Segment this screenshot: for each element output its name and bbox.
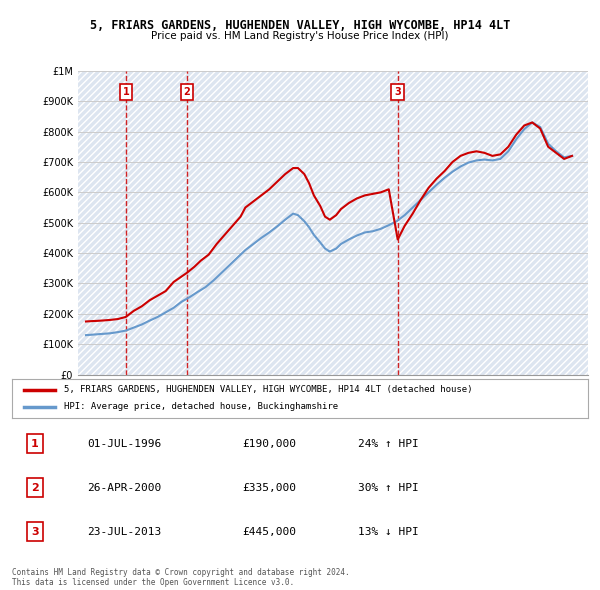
Text: 24% ↑ HPI: 24% ↑ HPI bbox=[358, 439, 418, 449]
Text: 01-JUL-1996: 01-JUL-1996 bbox=[87, 439, 161, 449]
Text: 5, FRIARS GARDENS, HUGHENDEN VALLEY, HIGH WYCOMBE, HP14 4LT (detached house): 5, FRIARS GARDENS, HUGHENDEN VALLEY, HIG… bbox=[64, 385, 472, 394]
Text: HPI: Average price, detached house, Buckinghamshire: HPI: Average price, detached house, Buck… bbox=[64, 402, 338, 411]
Text: 3: 3 bbox=[394, 87, 401, 97]
Text: Contains HM Land Registry data © Crown copyright and database right 2024.
This d: Contains HM Land Registry data © Crown c… bbox=[12, 568, 350, 587]
Text: £335,000: £335,000 bbox=[242, 483, 296, 493]
Text: £445,000: £445,000 bbox=[242, 527, 296, 537]
Text: £190,000: £190,000 bbox=[242, 439, 296, 449]
Text: 1: 1 bbox=[122, 87, 129, 97]
Text: 13% ↓ HPI: 13% ↓ HPI bbox=[358, 527, 418, 537]
Text: 5, FRIARS GARDENS, HUGHENDEN VALLEY, HIGH WYCOMBE, HP14 4LT: 5, FRIARS GARDENS, HUGHENDEN VALLEY, HIG… bbox=[90, 19, 510, 32]
Text: 1: 1 bbox=[31, 439, 39, 449]
Text: 26-APR-2000: 26-APR-2000 bbox=[87, 483, 161, 493]
Text: Price paid vs. HM Land Registry's House Price Index (HPI): Price paid vs. HM Land Registry's House … bbox=[151, 31, 449, 41]
Text: 3: 3 bbox=[31, 527, 39, 537]
Text: 2: 2 bbox=[31, 483, 39, 493]
Text: 2: 2 bbox=[184, 87, 190, 97]
Text: 30% ↑ HPI: 30% ↑ HPI bbox=[358, 483, 418, 493]
Text: 23-JUL-2013: 23-JUL-2013 bbox=[87, 527, 161, 537]
